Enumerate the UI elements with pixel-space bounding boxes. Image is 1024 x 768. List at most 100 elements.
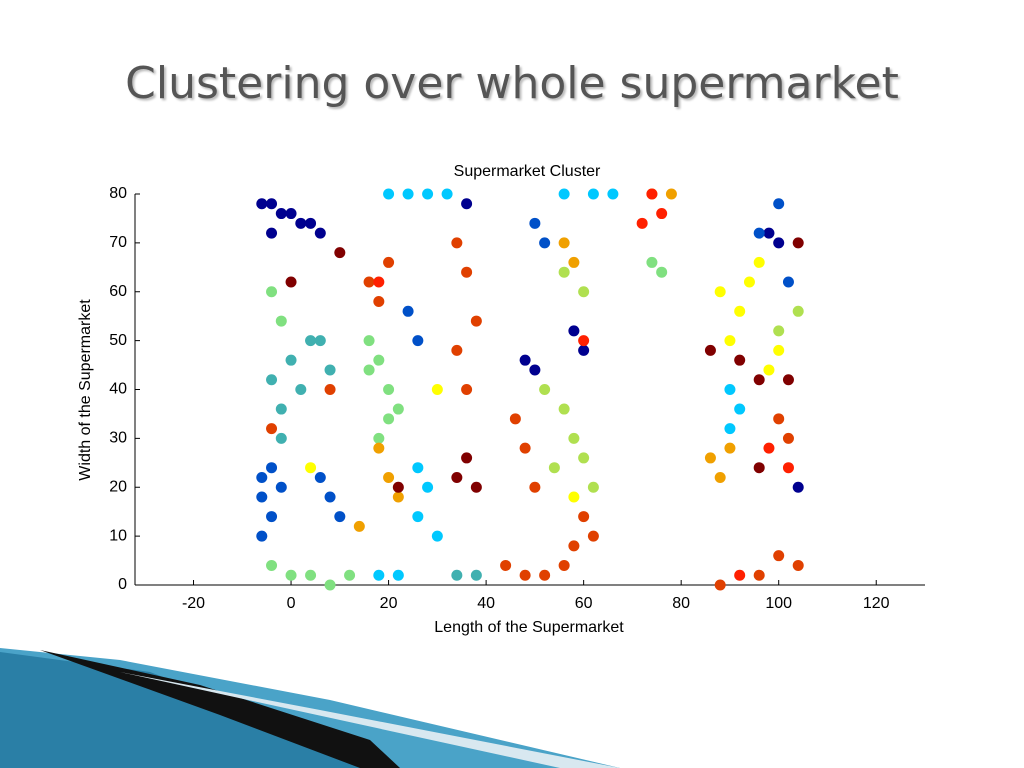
- point: [275, 403, 287, 415]
- point: [451, 344, 463, 356]
- point: [256, 198, 268, 210]
- point: [529, 481, 541, 493]
- point: [285, 208, 297, 220]
- x-tick-label: 60: [575, 595, 593, 612]
- point: [431, 384, 443, 395]
- point: [295, 217, 307, 229]
- y-tick-label: 40: [109, 381, 127, 398]
- point: [558, 266, 570, 278]
- y-tick-label: 70: [109, 234, 127, 251]
- point: [724, 335, 736, 347]
- point: [578, 344, 590, 356]
- point: [539, 237, 551, 249]
- point: [773, 413, 785, 425]
- point: [412, 511, 424, 523]
- point: [266, 462, 278, 474]
- point: [656, 266, 668, 278]
- point: [275, 481, 287, 493]
- point: [373, 442, 385, 454]
- point: [734, 403, 746, 415]
- point: [782, 432, 794, 444]
- point: [529, 217, 541, 229]
- point: [636, 217, 648, 229]
- point: [519, 354, 531, 366]
- point: [275, 208, 287, 220]
- point: [295, 384, 307, 395]
- point: [773, 344, 785, 356]
- point: [607, 188, 619, 200]
- point: [266, 511, 278, 523]
- point: [763, 227, 775, 239]
- point: [568, 256, 580, 268]
- point: [714, 286, 726, 298]
- point: [266, 286, 278, 298]
- y-tick-label: 50: [109, 332, 127, 349]
- point: [373, 296, 385, 308]
- point: [373, 569, 385, 581]
- point: [578, 286, 590, 298]
- point: [363, 276, 375, 288]
- decoration: [120, 672, 620, 768]
- point: [753, 569, 765, 581]
- point: [558, 188, 570, 200]
- point: [422, 188, 434, 200]
- point: [441, 188, 453, 200]
- point: [773, 550, 785, 562]
- point: [334, 511, 346, 523]
- point: [344, 569, 356, 581]
- point: [646, 188, 658, 200]
- point: [314, 335, 326, 347]
- point: [782, 276, 794, 288]
- point: [656, 208, 668, 220]
- point: [724, 442, 736, 454]
- point: [383, 413, 395, 425]
- point: [412, 335, 424, 347]
- point: [461, 198, 473, 210]
- point: [256, 530, 268, 542]
- point: [373, 354, 385, 366]
- point: [402, 188, 414, 200]
- point: [285, 354, 297, 366]
- point: [568, 325, 580, 337]
- point: [519, 569, 531, 581]
- x-tick-label: 20: [380, 595, 398, 612]
- point: [753, 256, 765, 268]
- point: [451, 237, 463, 249]
- point: [363, 335, 375, 347]
- point: [392, 481, 404, 493]
- point: [324, 579, 336, 591]
- x-tick-label: 40: [477, 595, 495, 612]
- point: [324, 364, 336, 376]
- point: [305, 217, 317, 229]
- y-tick-label: 0: [118, 576, 127, 593]
- point: [773, 198, 785, 210]
- point: [422, 481, 434, 493]
- point: [519, 442, 531, 454]
- point: [285, 276, 297, 288]
- point: [539, 569, 551, 581]
- point: [529, 364, 541, 376]
- point: [383, 471, 395, 483]
- point: [792, 559, 804, 571]
- y-tick-label: 20: [109, 478, 127, 495]
- point: [392, 491, 404, 503]
- x-tick-label: 120: [863, 595, 890, 612]
- point: [792, 237, 804, 249]
- point: [266, 198, 278, 210]
- point: [353, 520, 365, 532]
- point: [431, 530, 443, 542]
- point: [324, 384, 336, 395]
- y-tick-label: 80: [109, 185, 127, 202]
- point: [792, 305, 804, 317]
- x-tick-label: 0: [287, 595, 296, 612]
- point: [646, 256, 658, 268]
- point: [763, 364, 775, 376]
- point: [558, 559, 570, 571]
- point: [792, 481, 804, 493]
- point: [568, 540, 580, 552]
- point: [782, 374, 794, 386]
- point: [578, 335, 590, 347]
- point: [305, 462, 317, 474]
- point: [305, 335, 317, 347]
